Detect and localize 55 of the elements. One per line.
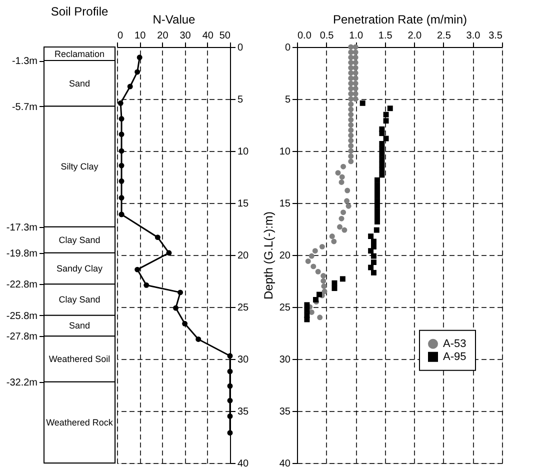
series-label: Reclamation xyxy=(54,48,105,59)
x-axis-title: N-Value xyxy=(152,12,196,26)
series-label: Sandy Clay xyxy=(56,264,104,274)
y-tick-label: 40 xyxy=(238,458,250,470)
y-tick-label: 0 xyxy=(238,42,244,54)
y-tick-label: 20 xyxy=(238,250,250,262)
x-tick-label: 2.0 xyxy=(408,30,422,42)
x-tick-label: 40 xyxy=(202,30,214,42)
y-tick-label: -25.8m xyxy=(6,310,38,322)
y-tick-label: 15 xyxy=(238,198,250,210)
y-tick-label: -5.7m xyxy=(12,102,38,113)
series-label: Sand xyxy=(68,78,90,88)
y-tick-label: -22.8m xyxy=(6,280,38,291)
legend-label: A-95 xyxy=(443,350,466,363)
series-label: Clay Sand xyxy=(58,234,100,245)
y-tick-label: 0 xyxy=(284,42,291,54)
y-tick-label: -19.8m xyxy=(6,248,38,260)
x-tick-label: 3.5 xyxy=(488,30,503,42)
x-tick-label: 0 xyxy=(118,30,124,42)
y-tick-label: 5 xyxy=(284,94,291,106)
x-tick-label: 0.5 xyxy=(320,30,334,42)
chart-title: Soil Profile xyxy=(50,4,109,18)
x-tick-label: 1.5 xyxy=(378,30,393,42)
y-tick-label: -27.8m xyxy=(6,332,38,343)
y-tick-label: -32.2m xyxy=(6,377,38,388)
y-tick-label: 10 xyxy=(279,146,291,158)
y-axis-title: Depth (G.L(-):m) xyxy=(261,211,276,300)
y-tick-label: -17.3m xyxy=(6,222,38,234)
y-tick-label: 30 xyxy=(238,354,250,366)
x-tick-label: 2.5 xyxy=(436,30,452,42)
y-tick-label: 20 xyxy=(279,250,291,262)
y-tick-label: 5 xyxy=(238,94,244,106)
y-tick-label: 25 xyxy=(279,302,291,314)
x-tick-label: 1.0 xyxy=(349,30,364,42)
y-tick-label: -1.3m xyxy=(12,56,38,68)
series-label: Clay Sand xyxy=(58,294,100,305)
x-axis-title: Penetration Rate (m/min) xyxy=(332,12,468,26)
x-tick-label: 30 xyxy=(180,30,192,42)
legend-label: Silty Clay xyxy=(60,162,99,172)
legend-label: A-53 xyxy=(443,338,466,350)
x-tick-label: 3.0 xyxy=(466,30,481,42)
y-tick-label: 15 xyxy=(279,198,291,210)
y-tick-label: 40 xyxy=(279,458,291,470)
series-label: Sand xyxy=(68,320,90,331)
x-tick-label: 10 xyxy=(134,30,146,42)
x-tick-label: 0.0 xyxy=(298,30,312,42)
y-tick-label: 25 xyxy=(238,302,250,314)
x-tick-label: 20 xyxy=(157,30,169,42)
series-label: Weathered Soil xyxy=(48,354,110,364)
y-tick-label: 30 xyxy=(279,354,291,366)
x-tick-label: 50 xyxy=(219,30,231,42)
y-tick-label: 35 xyxy=(279,406,291,418)
series-label: Weathered Rock xyxy=(46,417,114,428)
y-tick-label: 35 xyxy=(238,406,250,418)
y-tick-label: 10 xyxy=(238,146,250,158)
